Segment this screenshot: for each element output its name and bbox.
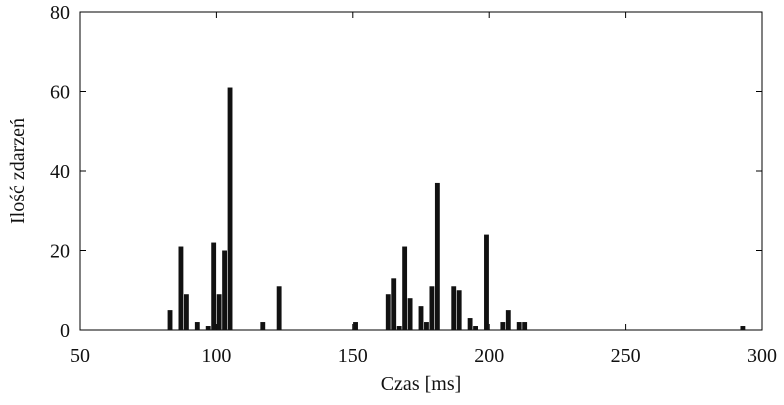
bar xyxy=(194,322,200,330)
bar xyxy=(227,87,233,331)
bar xyxy=(418,306,424,330)
bar xyxy=(353,322,358,330)
bar xyxy=(451,286,457,330)
x-tick-label: 50 xyxy=(70,345,90,367)
x-tick-label: 200 xyxy=(474,345,504,367)
bar xyxy=(500,322,506,330)
bar xyxy=(402,246,408,330)
bar xyxy=(456,290,462,330)
y-tick-label: 40 xyxy=(50,161,70,183)
x-tick-label: 300 xyxy=(747,345,777,367)
x-tick-label: 150 xyxy=(338,345,368,367)
y-axis-label: Ilość zdarzeń xyxy=(7,118,29,224)
bar xyxy=(222,250,228,330)
bar xyxy=(434,182,440,330)
bar xyxy=(205,326,211,330)
bar xyxy=(505,310,511,330)
bar xyxy=(167,310,173,330)
bar xyxy=(516,322,522,330)
bar xyxy=(385,294,391,330)
bar xyxy=(276,286,282,330)
x-axis-label: Czas [ms] xyxy=(381,373,462,395)
bar xyxy=(424,322,429,330)
bar xyxy=(260,322,266,330)
bar xyxy=(178,246,184,330)
x-tick-label: 250 xyxy=(611,345,641,367)
y-tick-label: 0 xyxy=(60,320,70,342)
y-tick-label: 60 xyxy=(50,82,70,104)
bar xyxy=(391,278,397,330)
bar xyxy=(740,326,746,330)
bar xyxy=(522,322,528,330)
bar xyxy=(484,234,489,330)
bar xyxy=(467,318,473,330)
bar xyxy=(183,294,189,330)
bar xyxy=(211,242,217,330)
bar xyxy=(473,326,478,330)
y-tick-label: 80 xyxy=(50,2,70,24)
x-tick-label: 100 xyxy=(201,345,231,367)
bar xyxy=(429,286,435,330)
bar xyxy=(396,326,402,330)
bar xyxy=(216,294,222,330)
y-tick-label: 20 xyxy=(50,241,70,263)
bar xyxy=(407,298,413,330)
